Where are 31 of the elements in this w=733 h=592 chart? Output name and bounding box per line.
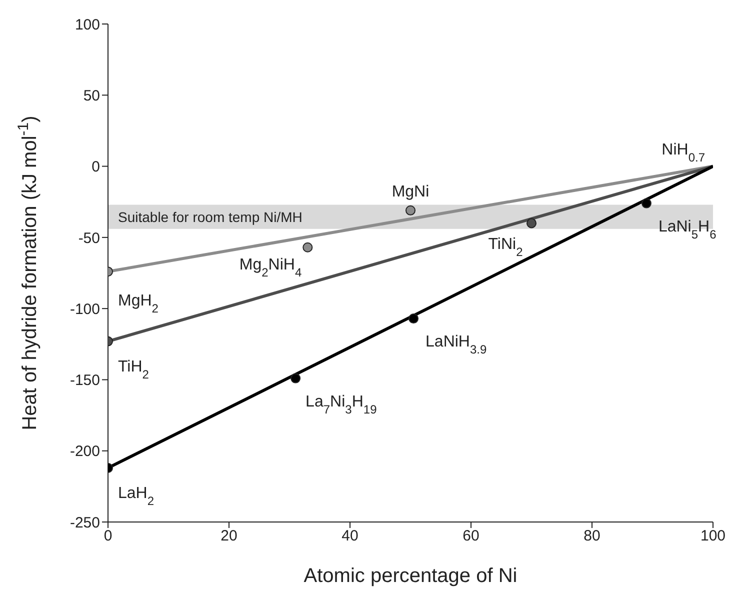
x-tick-label: 60 [462, 528, 480, 545]
annotation: LaH$_{2}$ [118, 484, 154, 508]
point [405, 205, 416, 216]
annotation: La$_{7}$Ni$_{3}$H$_{19}$ [306, 393, 378, 416]
x-tick-label: 20 [220, 528, 238, 545]
x-tick-label: 80 [584, 528, 600, 545]
x-axis-title: Atomic percentage of Ni [304, 565, 518, 587]
point [408, 314, 419, 324]
annotation: TiNi$_{2}$ [488, 236, 524, 260]
point [302, 242, 313, 252]
annotation: LaNi$_{5}$H$_{6}$ [658, 218, 717, 242]
y-tick-label: -50 [78, 230, 100, 247]
y-tick-label: 0 [92, 158, 100, 176]
y-tick-label: -150 [70, 372, 100, 390]
y-tick-label: -200 [70, 443, 100, 460]
annotation: Mg$_{2}$NiH$_{4}$ [239, 256, 302, 280]
x-tick-label: 40 [342, 528, 358, 545]
y-tick-label: -100 [70, 300, 100, 318]
annotation: NiH$_{0.7}$ [662, 141, 706, 164]
annotation: MgH$_{2}$ [118, 292, 159, 316]
annotation: LaNiH$_{3.9}$ [426, 334, 487, 357]
point [290, 373, 301, 384]
band-label: Suitable for room temp Ni/MH [118, 208, 302, 225]
x-tick-label: 0 [104, 528, 112, 545]
point [641, 198, 652, 208]
annotation: MgNi [392, 183, 430, 200]
x-tick-label: 100 [700, 528, 726, 545]
y-tick-label: 100 [74, 16, 100, 34]
annotation: TiH$_{2}$ [118, 358, 150, 382]
y-tick-label: 50 [83, 87, 100, 104]
y-tick-label: -250 [70, 514, 100, 532]
